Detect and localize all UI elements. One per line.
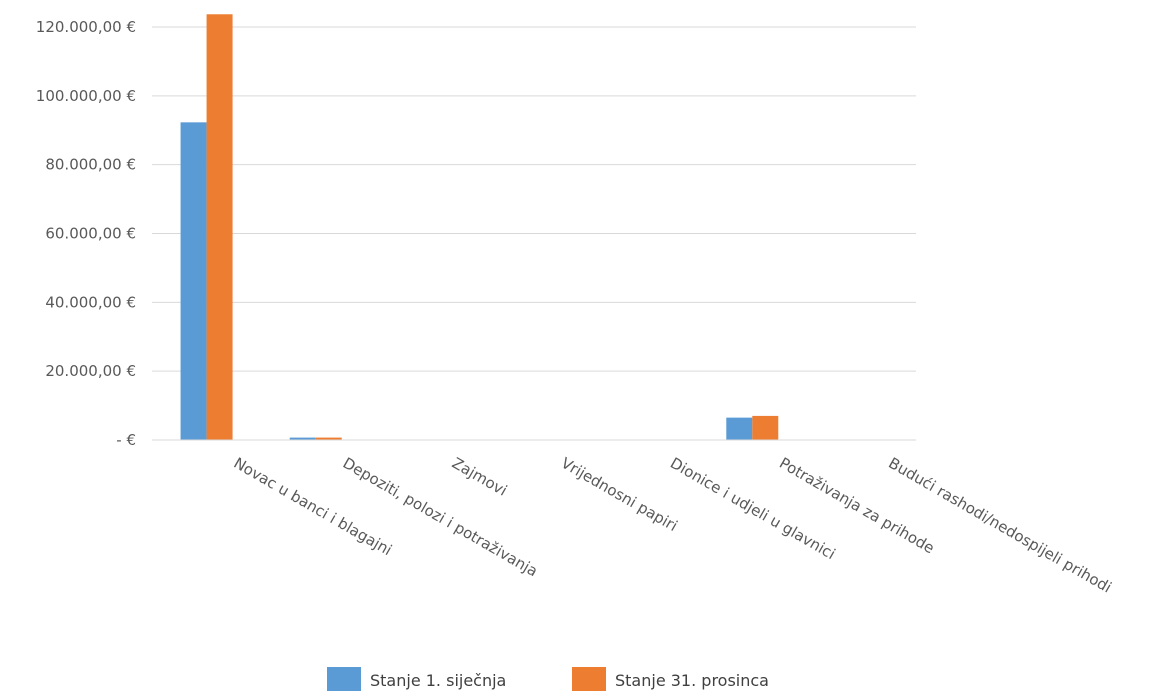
gridlines: [152, 26, 916, 372]
y-tick-label: 100.000,00 €: [36, 87, 136, 105]
legend-swatch: [327, 667, 361, 691]
y-tick-label: - €: [116, 431, 136, 449]
bar: [206, 14, 233, 440]
bar: [289, 437, 316, 440]
y-tick-label: 20.000,00 €: [45, 362, 136, 380]
legend-label: Stanje 1. siječnja: [370, 671, 506, 690]
x-category-label: Depoziti, polozi i potraživanja: [340, 454, 541, 580]
y-tick-label: 80.000,00 €: [45, 156, 136, 174]
y-axis-tick-labels: - € 20.000,00 € 40.000,00 € 60.000,00 € 80.0…: [36, 18, 136, 449]
bar: [726, 417, 753, 440]
x-category-label: Zajmovi: [449, 454, 510, 500]
legend-swatch: [572, 667, 606, 691]
y-tick-label: 60.000,00 €: [45, 225, 136, 243]
bar: [752, 415, 779, 440]
x-category-label: Vrijednosni papiri: [558, 454, 681, 535]
bar: [180, 122, 207, 440]
legend-label: Stanje 31. prosinca: [615, 671, 769, 690]
legend: Stanje 1. siječnja Stanje 31. prosinca: [327, 667, 769, 691]
y-tick-label: 120.000,00 €: [36, 18, 136, 36]
y-tick-label: 40.000,00 €: [45, 293, 136, 311]
bars: [180, 14, 779, 440]
x-category-label: Budući rashodi/nedospijeli prihodi: [885, 454, 1114, 597]
bar: [315, 437, 342, 440]
